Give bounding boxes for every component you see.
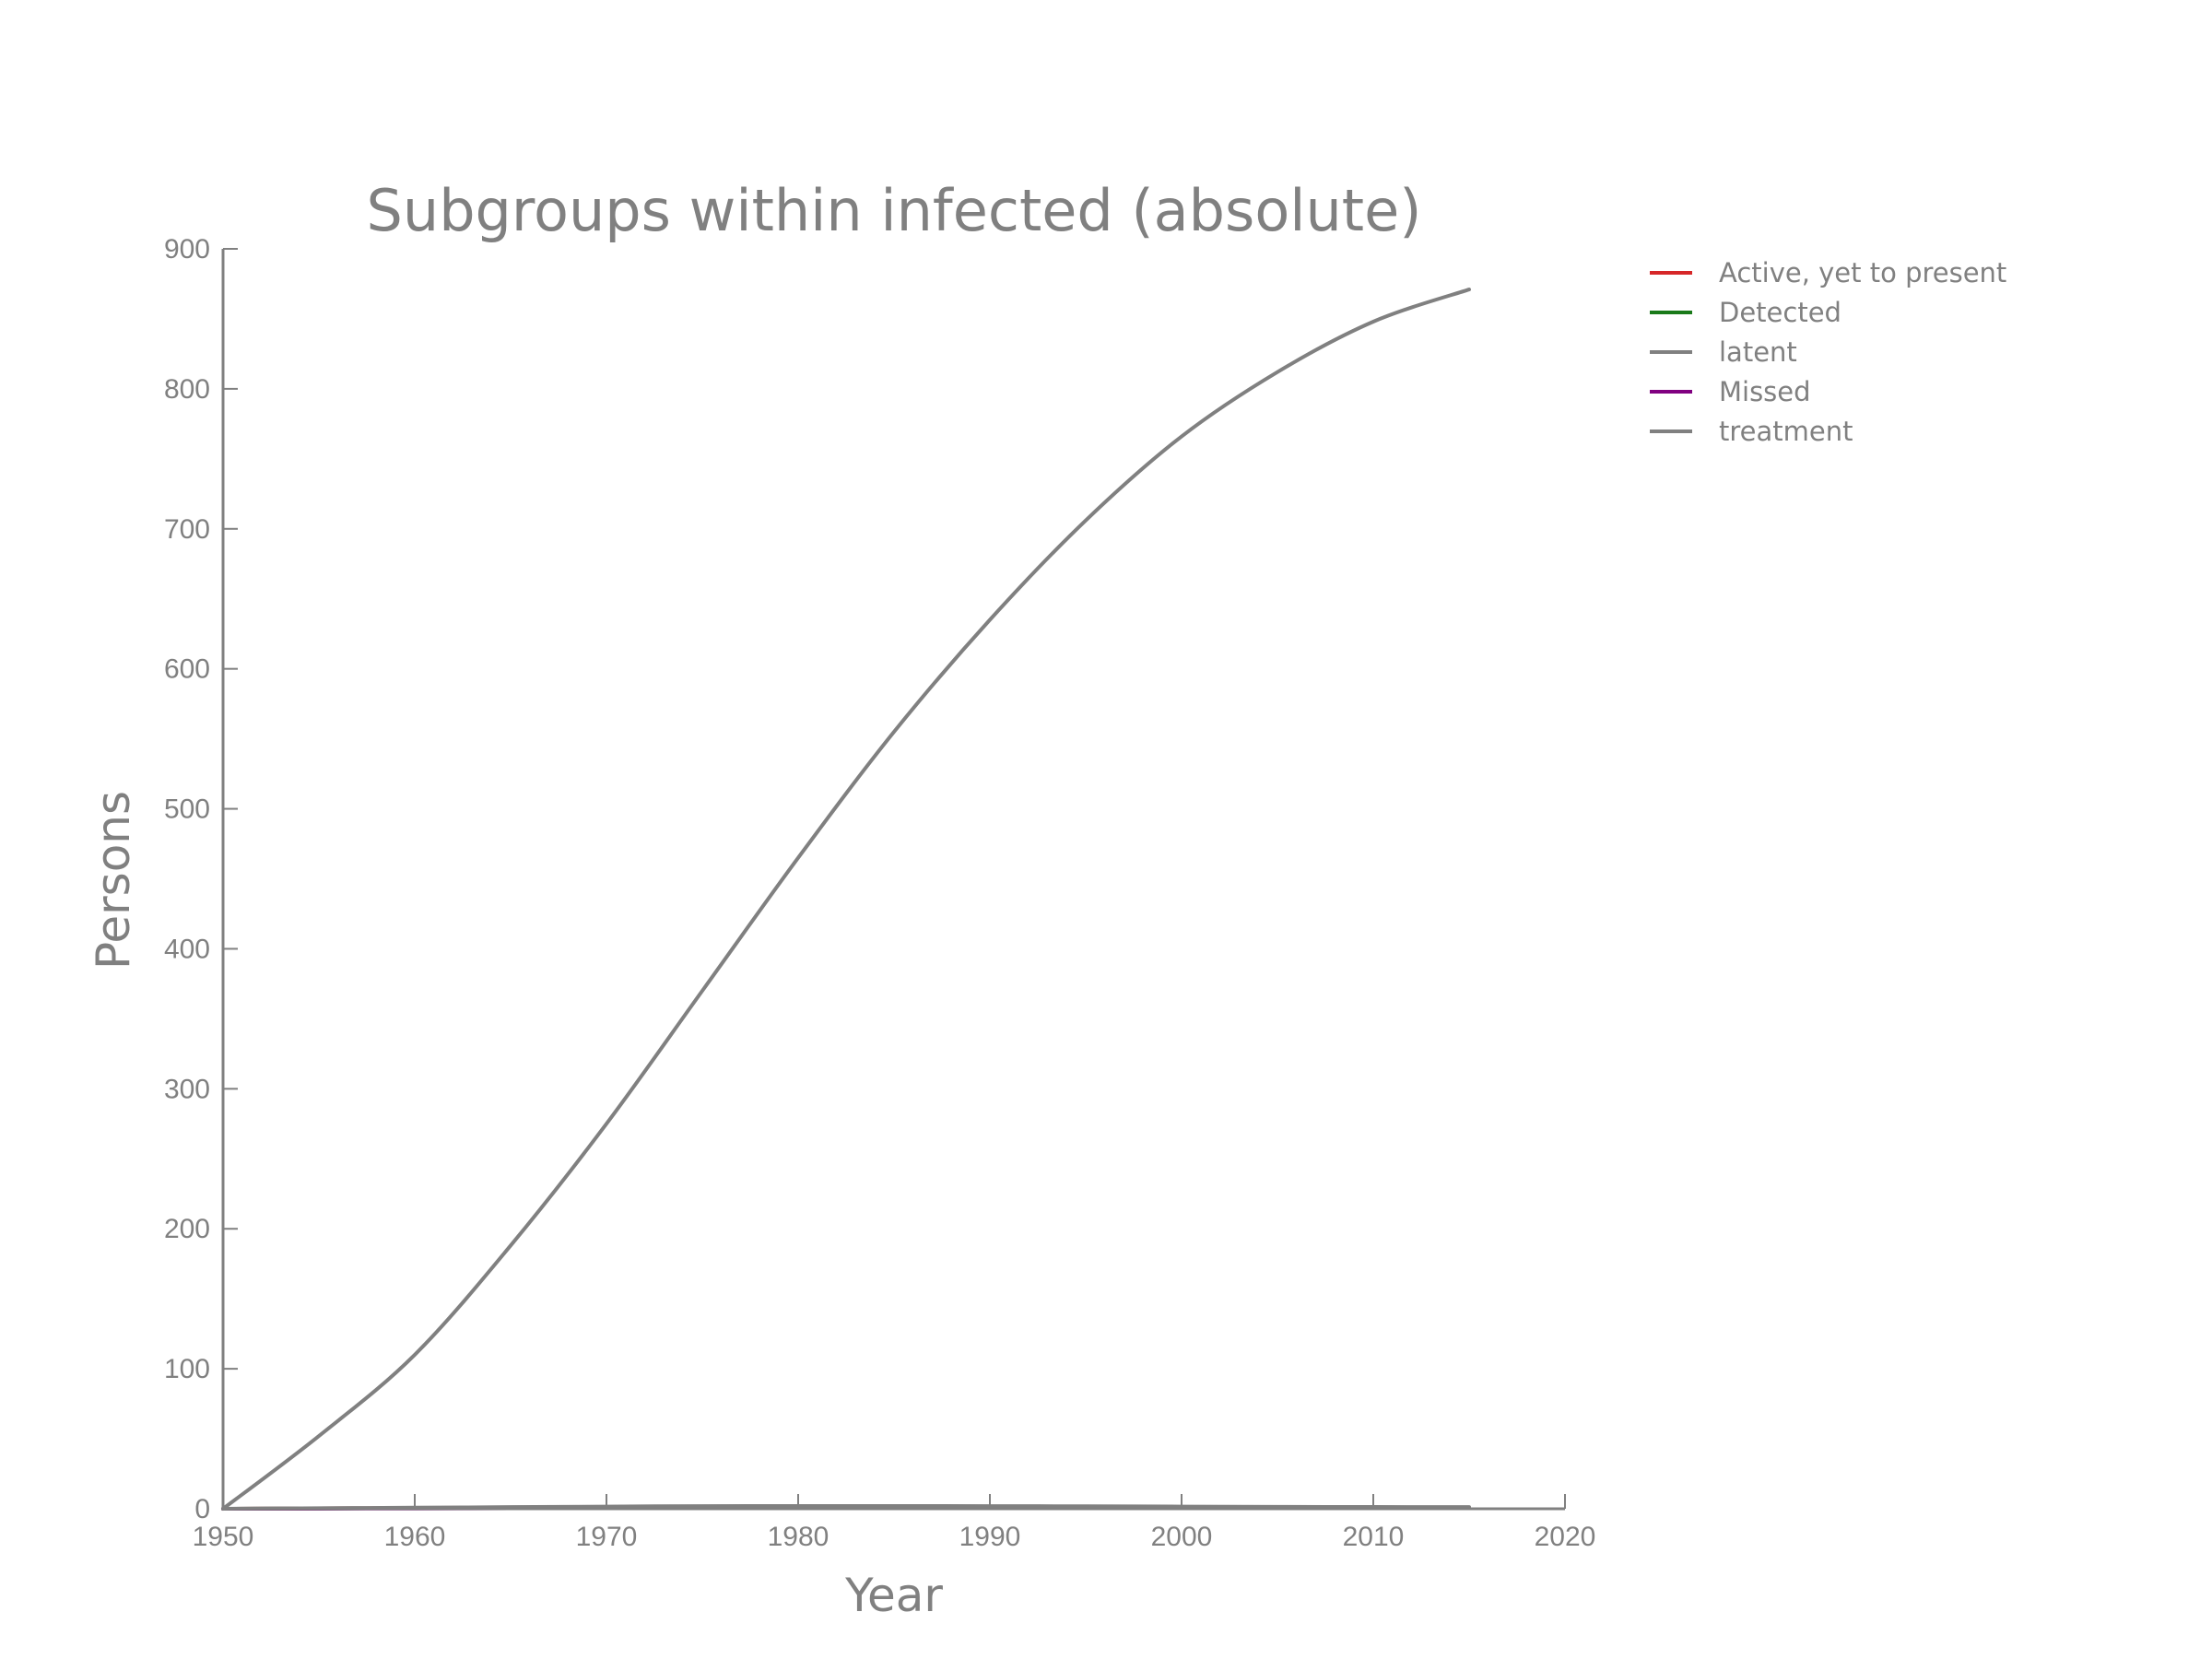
y-tick-label: 100 xyxy=(164,1354,210,1384)
legend-label: Missed xyxy=(1719,376,1811,407)
series-line-latent xyxy=(221,288,1471,1511)
plot-area xyxy=(221,288,1471,1511)
x-axis-title: Year xyxy=(844,1569,943,1622)
legend-label: latent xyxy=(1719,336,1797,368)
x-tick-label: 1970 xyxy=(576,1522,638,1552)
x-tick-label: 1960 xyxy=(384,1522,446,1552)
x-tick-label: 2010 xyxy=(1343,1522,1405,1552)
y-ticks: 0 100 200 300 400 500 600 700 800 900 xyxy=(164,234,238,1524)
x-tick-label: 2020 xyxy=(1535,1522,1596,1552)
y-axis-title: Persons xyxy=(87,791,140,970)
legend-item-detected: Detected xyxy=(1650,297,1841,328)
y-tick-label: 500 xyxy=(164,794,210,825)
x-tick-label: 1990 xyxy=(959,1522,1021,1552)
legend-label: treatment xyxy=(1719,416,1853,447)
y-tick-label: 0 xyxy=(194,1494,210,1524)
legend: Active, yet to present Detected latent Miss… xyxy=(1650,257,2006,447)
y-tick-label: 800 xyxy=(164,374,210,405)
y-tick-label: 700 xyxy=(164,514,210,545)
legend-item-treatment: treatment xyxy=(1650,416,1853,447)
legend-item-active-yet-to-present: Active, yet to present xyxy=(1650,257,2006,288)
y-tick-label: 400 xyxy=(164,934,210,964)
legend-label: Active, yet to present xyxy=(1719,257,2006,288)
x-tick-label: 1980 xyxy=(768,1522,830,1552)
x-tick-label: 2000 xyxy=(1151,1522,1213,1552)
y-tick-label: 900 xyxy=(164,234,210,265)
x-ticks: 1950 1960 1970 1980 1990 2000 2010 2020 xyxy=(193,1494,1596,1552)
chart-title: Subgroups within infected (absolute) xyxy=(367,177,1422,244)
legend-item-latent: latent xyxy=(1650,336,1797,368)
y-tick-label: 300 xyxy=(164,1074,210,1104)
y-tick-label: 600 xyxy=(164,654,210,685)
legend-item-missed: Missed xyxy=(1650,376,1811,407)
y-tick-label: 200 xyxy=(164,1214,210,1244)
x-tick-label: 1950 xyxy=(193,1522,254,1552)
legend-label: Detected xyxy=(1719,297,1841,328)
